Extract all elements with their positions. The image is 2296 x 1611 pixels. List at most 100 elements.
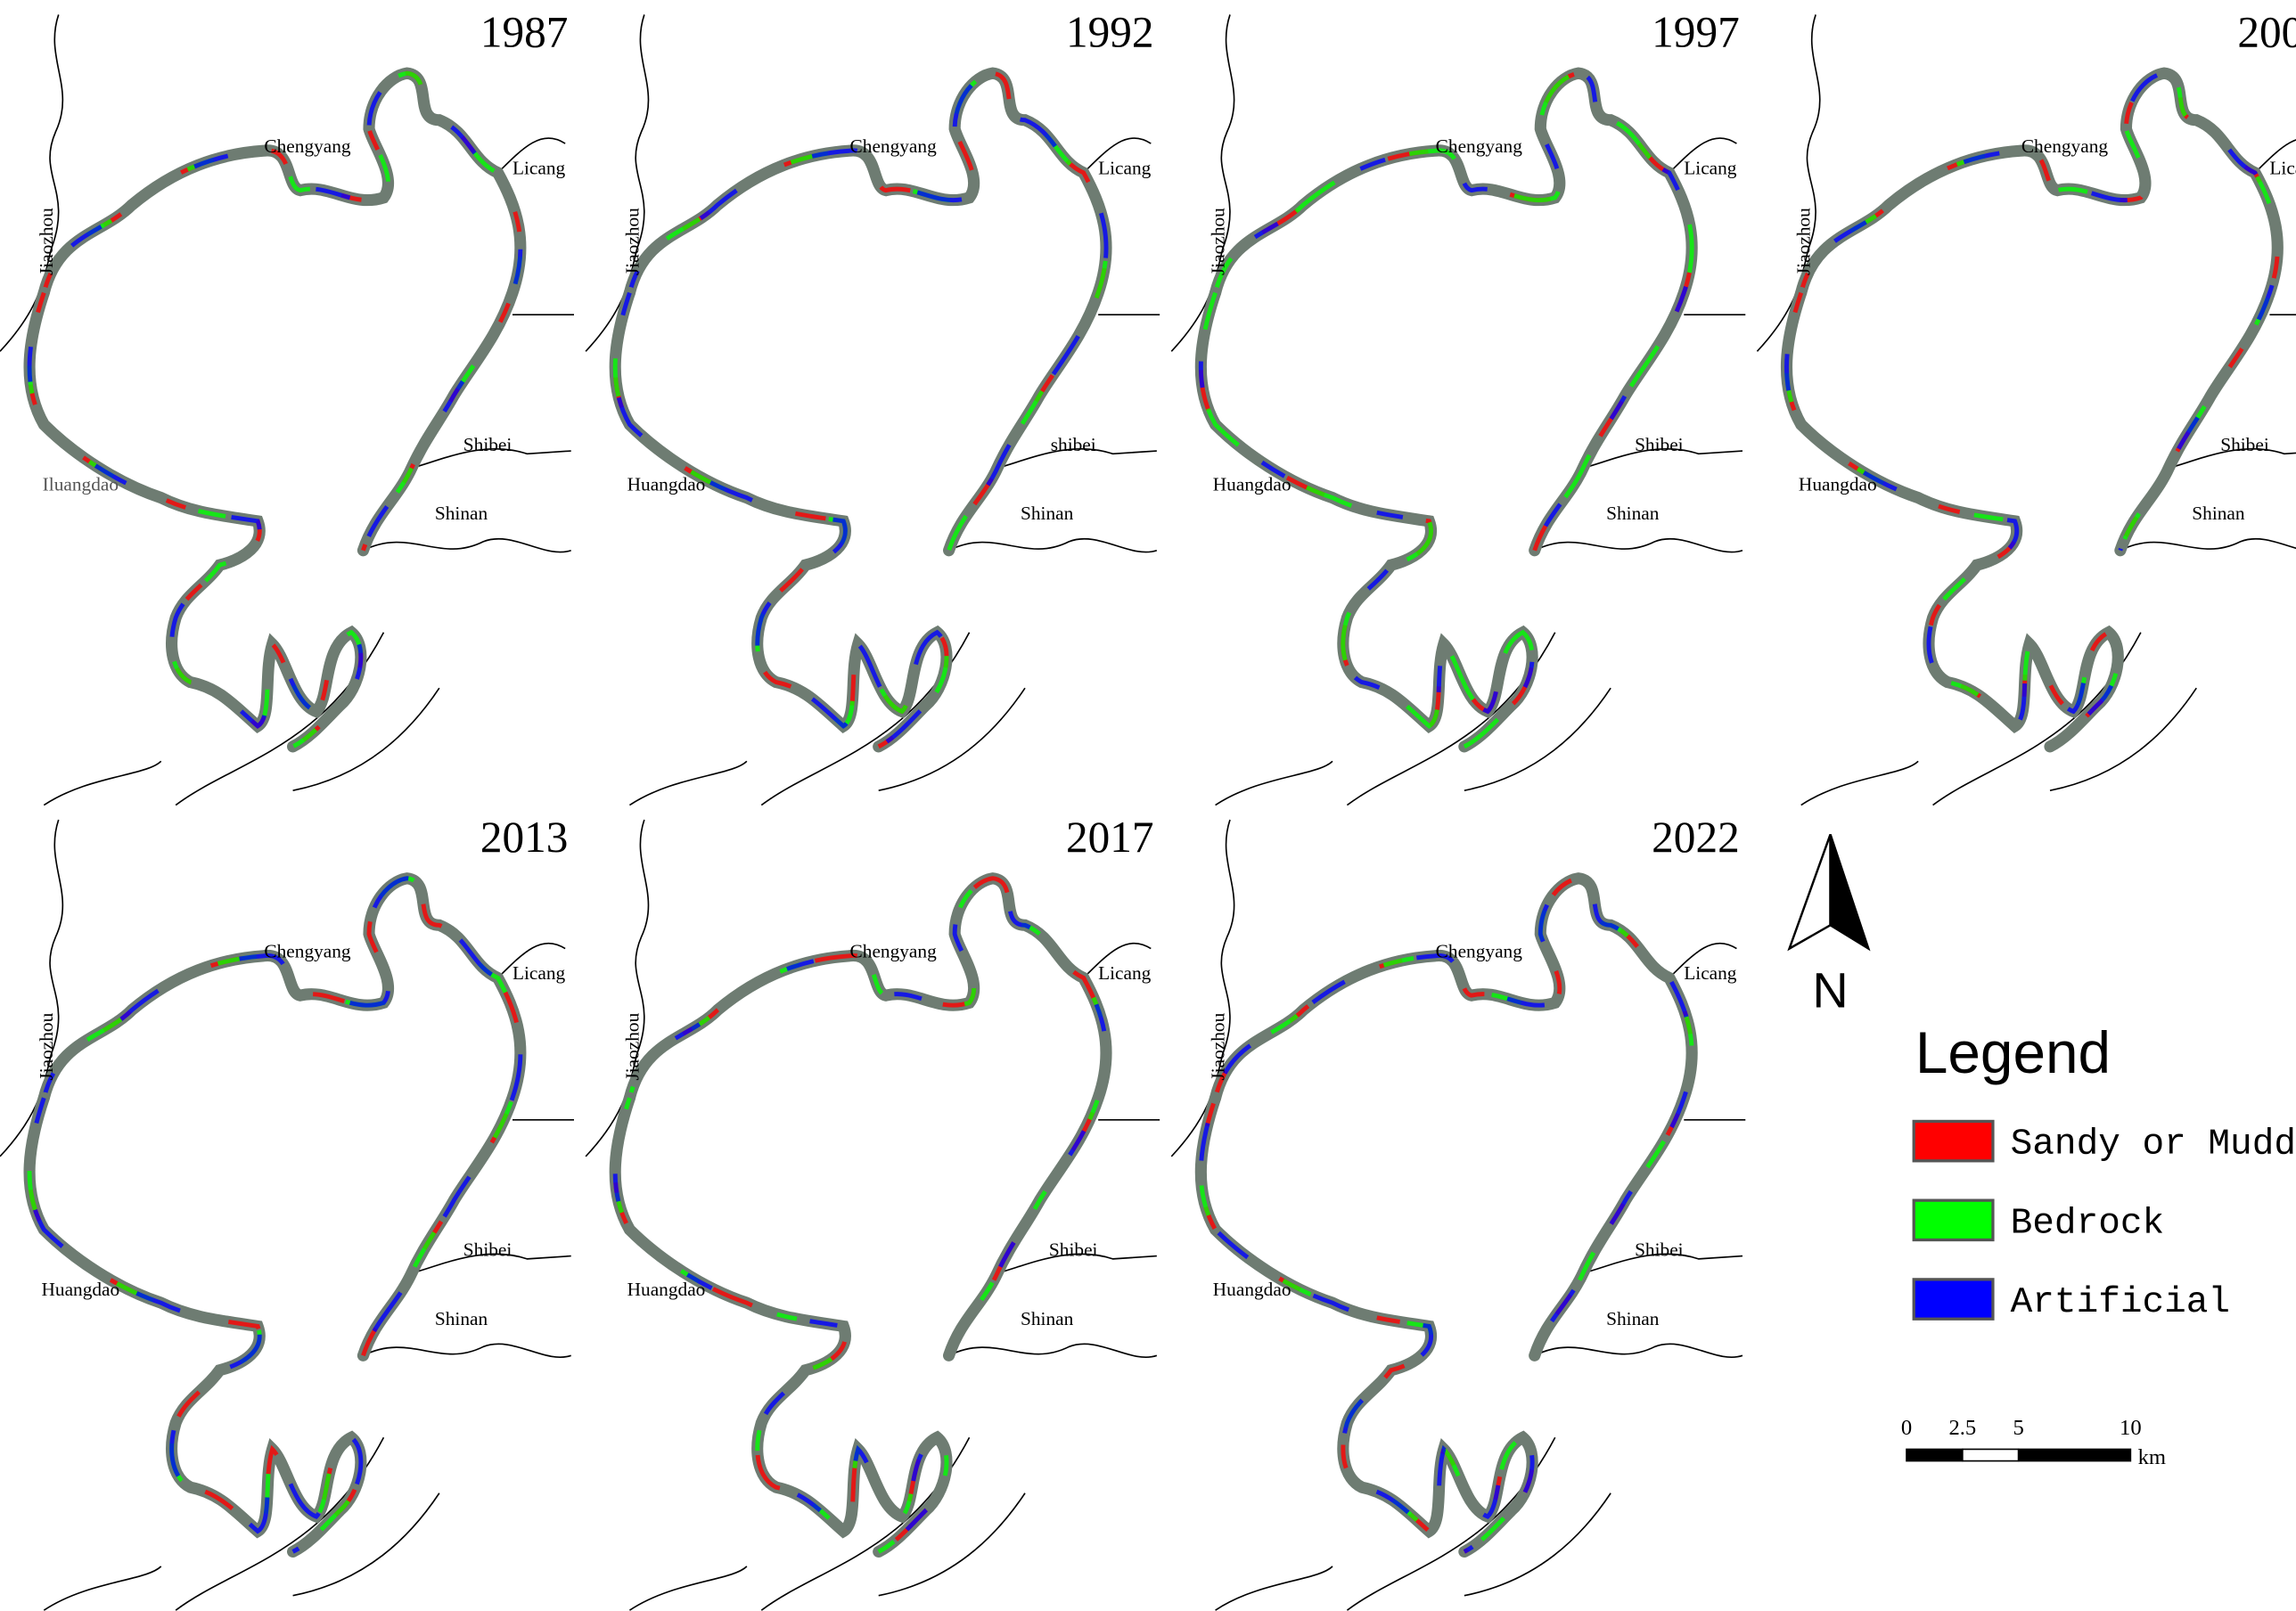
panel-year: 1987 (480, 8, 569, 57)
land-boundary (1083, 942, 1152, 979)
place-label: Licang (1098, 962, 1152, 984)
land-boundary (878, 1492, 1026, 1597)
coastline-band (1780, 287, 2124, 753)
coast-type-segment (27, 291, 364, 749)
land-boundary (2049, 687, 2197, 791)
land-boundary (1800, 760, 1919, 806)
land-boundary (1170, 819, 1235, 1157)
coast-type-segment (1198, 291, 1535, 749)
land-boundary (0, 14, 64, 352)
place-label: Licang (2269, 158, 2296, 179)
land-boundary (585, 14, 650, 352)
coastline-band (1194, 287, 1538, 753)
place-label: Huangdao (1213, 1279, 1292, 1300)
place-label: Shinan (1021, 503, 1074, 524)
place-label: Huangdao (41, 1279, 119, 1300)
coast-type-segment (41, 70, 523, 552)
coast-type-segment (1784, 291, 2120, 749)
place-label: Licang (512, 962, 566, 984)
coastline-band (609, 1092, 953, 1558)
place-label: Shibei (463, 1239, 512, 1261)
coastline-band (23, 1092, 367, 1558)
coastline-band (23, 287, 367, 753)
place-label: Shinan (1606, 503, 1660, 524)
land-boundary (1581, 447, 1743, 470)
legend-swatch (1912, 1278, 1995, 1321)
coast-type-segment (627, 70, 1109, 552)
map-panel: 2002 Jiaozhou Chengyang Licang Shibei Shinan H… (1756, 8, 2296, 806)
scale-tick-label: 0 (1901, 1416, 1912, 1440)
north-label: N (1812, 961, 1848, 1018)
land-boundary (2120, 537, 2296, 552)
land-boundary (1170, 14, 1235, 352)
land-boundary (1669, 942, 1737, 979)
coast-type-segment (1213, 70, 1694, 552)
map-panel: 1987 Jiaozhou Chengyang Licang Shibei Shinan I… (0, 8, 574, 806)
coast-type-segment (627, 70, 1109, 552)
land-boundary (43, 760, 162, 806)
coast-type-segment (1799, 70, 2280, 552)
land-boundary (948, 1343, 1158, 1358)
place-label: Jiaozhou (36, 1012, 57, 1080)
place-label: Jiaozhou (1207, 1012, 1228, 1080)
land-boundary (1083, 137, 1152, 174)
land-boundary (1534, 537, 1743, 553)
place-label: Chengyang (1436, 940, 1523, 961)
coast-type-segment (1213, 876, 1694, 1357)
land-boundary (292, 1492, 440, 1597)
coast-type-segment (1198, 291, 1535, 749)
place-label: Chengyang (2021, 135, 2109, 157)
scale-segment (2017, 1448, 2132, 1462)
place-label: Chengyang (1436, 135, 1523, 157)
place-label: Jiaozhou (1207, 208, 1228, 275)
land-boundary (628, 760, 748, 806)
map-panel: 2017 Jiaozhou Chengyang Licang Shibei Shinan H… (585, 813, 1160, 1611)
place-label: Jiaozhou (1793, 208, 1815, 275)
land-boundary (995, 447, 1157, 470)
place-label: Jiaozhou (621, 1012, 643, 1080)
scale-segment (1906, 1448, 1964, 1462)
panel-year: 2002 (2237, 8, 2296, 57)
arrow-left (1787, 834, 1832, 952)
land-boundary (496, 137, 566, 174)
place-label: Shinan (435, 503, 488, 524)
land-boundary (995, 1253, 1157, 1275)
place-label: Shibei (1635, 434, 1684, 455)
land-boundary (1581, 1253, 1743, 1275)
map-panel: 1992 Jiaozhou Chengyang Licang shibei Shinan H… (585, 8, 1160, 806)
land-boundary (1669, 137, 1737, 174)
place-label: Huangdao (627, 473, 706, 495)
land-boundary (409, 447, 571, 470)
place-label: Jiaozhou (621, 208, 643, 275)
scale-tick-label: 10 (2120, 1416, 2142, 1440)
place-label: Licang (1098, 158, 1152, 179)
legend-label: Bedrock (2011, 1203, 2165, 1244)
place-label: Shibei (1049, 1239, 1098, 1261)
land-boundary (585, 819, 650, 1157)
coast-type-segment (27, 1097, 364, 1554)
land-boundary (1534, 1343, 1743, 1358)
place-label: Shinan (1606, 1308, 1660, 1329)
place-label: Shinan (2192, 503, 2245, 524)
place-label: Chengyang (850, 135, 938, 157)
land-boundary (0, 819, 64, 1157)
land-boundary (363, 1343, 571, 1358)
panel-year: 2013 (480, 813, 569, 862)
panel-year: 2017 (1066, 813, 1154, 862)
panel-year: 2022 (1652, 813, 1740, 862)
place-label: shibei (1051, 434, 1096, 455)
land-boundary (1215, 760, 1333, 806)
land-boundary (1464, 1492, 1611, 1597)
land-boundary (363, 537, 571, 553)
legend-title: Legend (1915, 1020, 2111, 1085)
arrow-right (1829, 834, 1871, 952)
map-panel: 1997 Jiaozhou Chengyang Licang Shibei Shinan H… (1170, 8, 1746, 806)
scale-tick-label: 5 (2013, 1416, 2024, 1440)
scale-segment (1962, 1448, 2020, 1462)
land-boundary (1464, 687, 1611, 791)
land-boundary (1215, 1566, 1333, 1611)
scale-unit: km (2138, 1445, 2166, 1469)
legend-swatch (1912, 1198, 1995, 1242)
coast-type-segment (41, 876, 523, 1357)
